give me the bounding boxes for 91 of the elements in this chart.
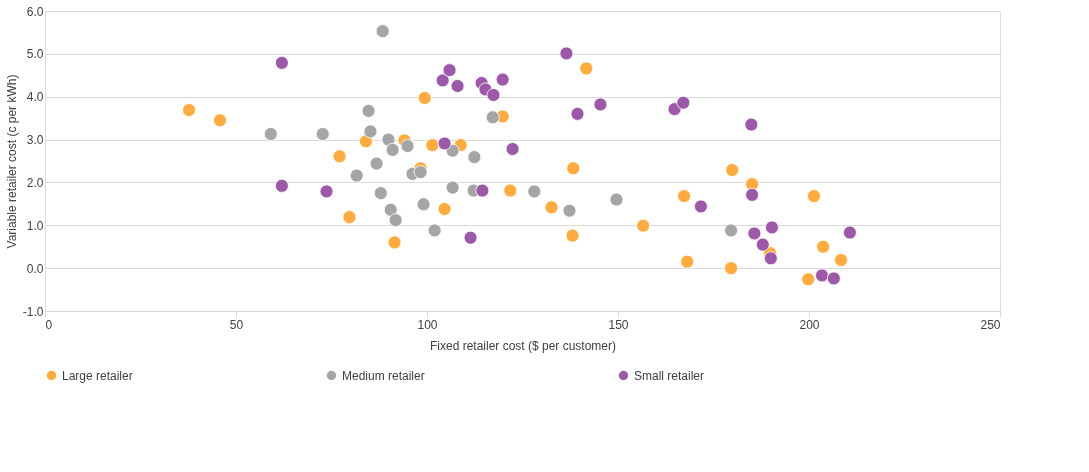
point (445, 143, 460, 158)
point (505, 142, 520, 156)
point (747, 226, 762, 241)
point (450, 79, 465, 93)
y-tick-label: 0.0 (26, 261, 44, 276)
point (363, 124, 378, 139)
point (725, 163, 740, 177)
point (435, 73, 450, 88)
y-tick-label: 1.0 (26, 218, 44, 233)
point (387, 235, 402, 250)
point (593, 97, 608, 112)
point (745, 187, 759, 202)
y-tick-label: 6.0 (26, 4, 44, 19)
point (562, 203, 577, 218)
y-tick-label: 2.0 (26, 175, 44, 190)
point (369, 156, 384, 171)
point (467, 150, 482, 165)
point (463, 230, 478, 245)
point (274, 178, 289, 193)
point (527, 184, 542, 199)
x-tick-label: 150 (608, 317, 629, 332)
point (361, 103, 376, 118)
point (417, 91, 432, 105)
point (182, 103, 196, 117)
point (213, 113, 227, 128)
point (413, 165, 428, 180)
point (375, 24, 390, 39)
x-tick-label: 200 (799, 317, 820, 332)
point (807, 189, 821, 204)
legend-label: Large retailer (62, 368, 133, 383)
y-tick-label: 3.0 (26, 133, 44, 148)
point (815, 268, 829, 283)
point (319, 184, 334, 199)
point (816, 239, 831, 254)
point (755, 237, 770, 252)
point (677, 189, 691, 204)
point (445, 180, 460, 195)
point (358, 134, 373, 149)
point (834, 253, 849, 267)
point (826, 271, 841, 286)
point (495, 72, 510, 87)
point (680, 254, 695, 269)
y-tick-label: 4.0 (26, 90, 44, 105)
point (342, 210, 357, 225)
point (724, 223, 738, 238)
point (676, 95, 691, 110)
point (381, 132, 396, 147)
point (437, 136, 452, 151)
x-axis-title: Fixed retailer cost ($ per customer) (429, 338, 617, 353)
point (442, 63, 457, 78)
point (570, 106, 585, 121)
point (544, 200, 559, 215)
x-tick-label: 50 (229, 317, 244, 332)
point (263, 127, 278, 141)
point (565, 228, 580, 243)
point (763, 251, 778, 266)
point (636, 218, 651, 233)
point (400, 139, 415, 153)
point (842, 225, 857, 240)
point (437, 202, 452, 216)
y-axis-title: Variable retailer cost (c per kWh) (4, 74, 19, 249)
point (609, 192, 624, 207)
legend-label: Small retailer (634, 368, 705, 383)
point (475, 183, 490, 198)
point (388, 213, 403, 228)
point (744, 117, 759, 132)
point (693, 199, 708, 214)
point (486, 88, 501, 102)
x-tick-label: 100 (417, 317, 438, 332)
point (332, 149, 347, 164)
legend-label: Medium retailer (342, 368, 425, 383)
point (579, 61, 594, 76)
point (349, 168, 364, 183)
point (559, 46, 574, 61)
point (427, 223, 442, 238)
point (801, 272, 816, 287)
point (566, 161, 581, 176)
point (385, 142, 400, 157)
x-tick-label: 0 (45, 317, 53, 332)
point (425, 138, 440, 153)
point (485, 110, 500, 125)
y-tick-label: 5.0 (26, 47, 44, 62)
x-tick-label: 250 (980, 317, 1001, 332)
y-tick-label: -1.0 (22, 304, 44, 319)
point (724, 261, 738, 276)
point (315, 127, 330, 141)
point (416, 197, 431, 212)
point (373, 186, 388, 201)
point (503, 183, 518, 198)
point (274, 55, 289, 70)
point (765, 220, 779, 235)
